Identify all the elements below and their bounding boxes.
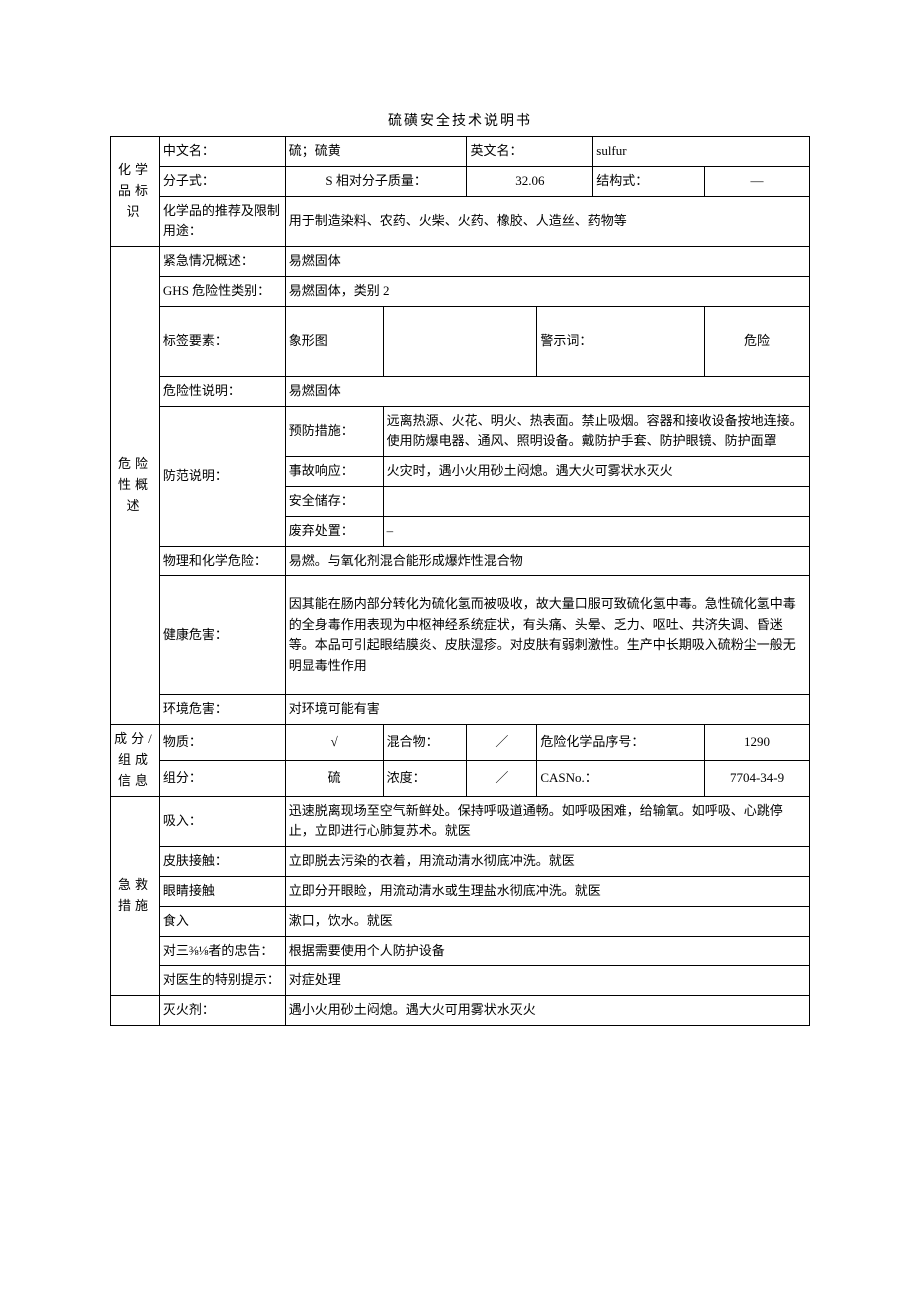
section-hazard: 危险性概述 [111,247,160,725]
label-prevent: 预防措施： [285,406,383,457]
value-cn-name: 硫；硫黄 [285,137,467,167]
value-relmass: 32.06 [467,166,593,196]
label-physchem: 物理和化学危险： [159,546,285,576]
value-health: 因其能在肠内部分转化为硫化氢而被吸收，故大量口服可致硫化氢中毒。急性硫化氢中毒的… [285,576,809,695]
value-struct: — [705,166,810,196]
value-conc: ／ [467,760,537,796]
section-composition: 成分/组成信息 [111,725,160,796]
label-storage: 安全储存： [285,486,383,516]
section-next [111,996,160,1026]
label-hazard-desc: 危险性说明： [159,376,285,406]
label-cas: CASNo.： [537,760,705,796]
label-protector-advice: 对三⅜⅛者的忠告： [159,936,285,966]
value-substance: √ [285,725,383,761]
label-relmass: S 相对分子质量： [285,166,467,196]
value-hazard-desc: 易燃固体 [285,376,809,406]
label-signal: 警示词： [537,306,705,376]
value-physchem: 易燃。与氧化剂混合能形成爆炸性混合物 [285,546,809,576]
label-cn-name: 中文名： [159,137,285,167]
value-cas: 7704-34-9 [705,760,810,796]
label-ghs: GHS 危险性类别： [159,276,285,306]
label-inhale: 吸入： [159,796,285,847]
value-extinguish: 遇小火用砂土闷熄。遇大火可用雾状水灭火 [285,996,809,1026]
label-en-name: 英文名： [467,137,593,167]
value-eye: 立即分开眼睑，用流动清水或生理盐水彻底冲洗。就医 [285,876,809,906]
value-response: 火灾时，遇小火用砂土闷熄。遇大火可雾状水灭火 [383,457,809,487]
value-skin: 立即脱去污染的衣着，用流动清水彻底冲洗。就医 [285,847,809,877]
label-component: 组分： [159,760,285,796]
value-pictogram [383,306,537,376]
section-firstaid: 急救措施 [111,796,160,996]
value-doctor-note: 对症处理 [285,966,809,996]
label-struct: 结构式： [593,166,705,196]
value-en-name: sulfur [593,137,810,167]
value-disposal: – [383,516,809,546]
value-signal: 危险 [705,306,810,376]
label-mixture: 混合物： [383,725,467,761]
label-substance: 物质： [159,725,285,761]
label-eye: 眼睛接触 [159,876,285,906]
value-storage [383,486,809,516]
value-recuse: 用于制造染料、农药、火柴、火药、橡胶、人造丝、药物等 [285,196,809,247]
value-mixture: ／ [467,725,537,761]
value-protector-advice: 根据需要使用个人防护设备 [285,936,809,966]
value-emerg: 易燃固体 [285,247,809,277]
label-formula: 分子式： [159,166,285,196]
label-disposal: 废弃处置： [285,516,383,546]
label-ingest: 食入 [159,906,285,936]
label-label-elem: 标签要素： [159,306,285,376]
section-ident: 化学品标识 [111,137,160,247]
label-pictogram: 象形图 [285,306,383,376]
label-conc: 浓度： [383,760,467,796]
value-env: 对环境可能有害 [285,695,809,725]
value-ghs: 易燃固体，类别 2 [285,276,809,306]
label-response: 事故响应： [285,457,383,487]
label-health: 健康危害： [159,576,285,695]
value-component: 硫 [285,760,383,796]
label-recuse: 化学品的推荐及限制用途： [159,196,285,247]
label-extinguish: 灭火剂： [159,996,285,1026]
value-ingest: 漱口，饮水。就医 [285,906,809,936]
value-inhale: 迅速脱离现场至空气新鲜处。保持呼吸道通畅。如呼吸困难，给输氧。如呼吸、心跳停止，… [285,796,809,847]
doc-title: 硫磺安全技术说明书 [110,110,810,130]
label-precaution: 防范说明： [159,406,285,546]
label-hazindex: 危险化学品序号： [537,725,705,761]
label-doctor-note: 对医生的特别提示： [159,966,285,996]
label-emerg: 紧急情况概述： [159,247,285,277]
value-prevent: 远离热源、火花、明火、热表面。禁止吸烟。容器和接收设备按地连接。使用防爆电器、通… [383,406,809,457]
value-hazindex: 1290 [705,725,810,761]
label-skin: 皮肤接触： [159,847,285,877]
msds-table: 化学品标识 中文名： 硫；硫黄 英文名： sulfur 分子式： S 相对分子质… [110,136,810,1026]
label-env: 环境危害： [159,695,285,725]
